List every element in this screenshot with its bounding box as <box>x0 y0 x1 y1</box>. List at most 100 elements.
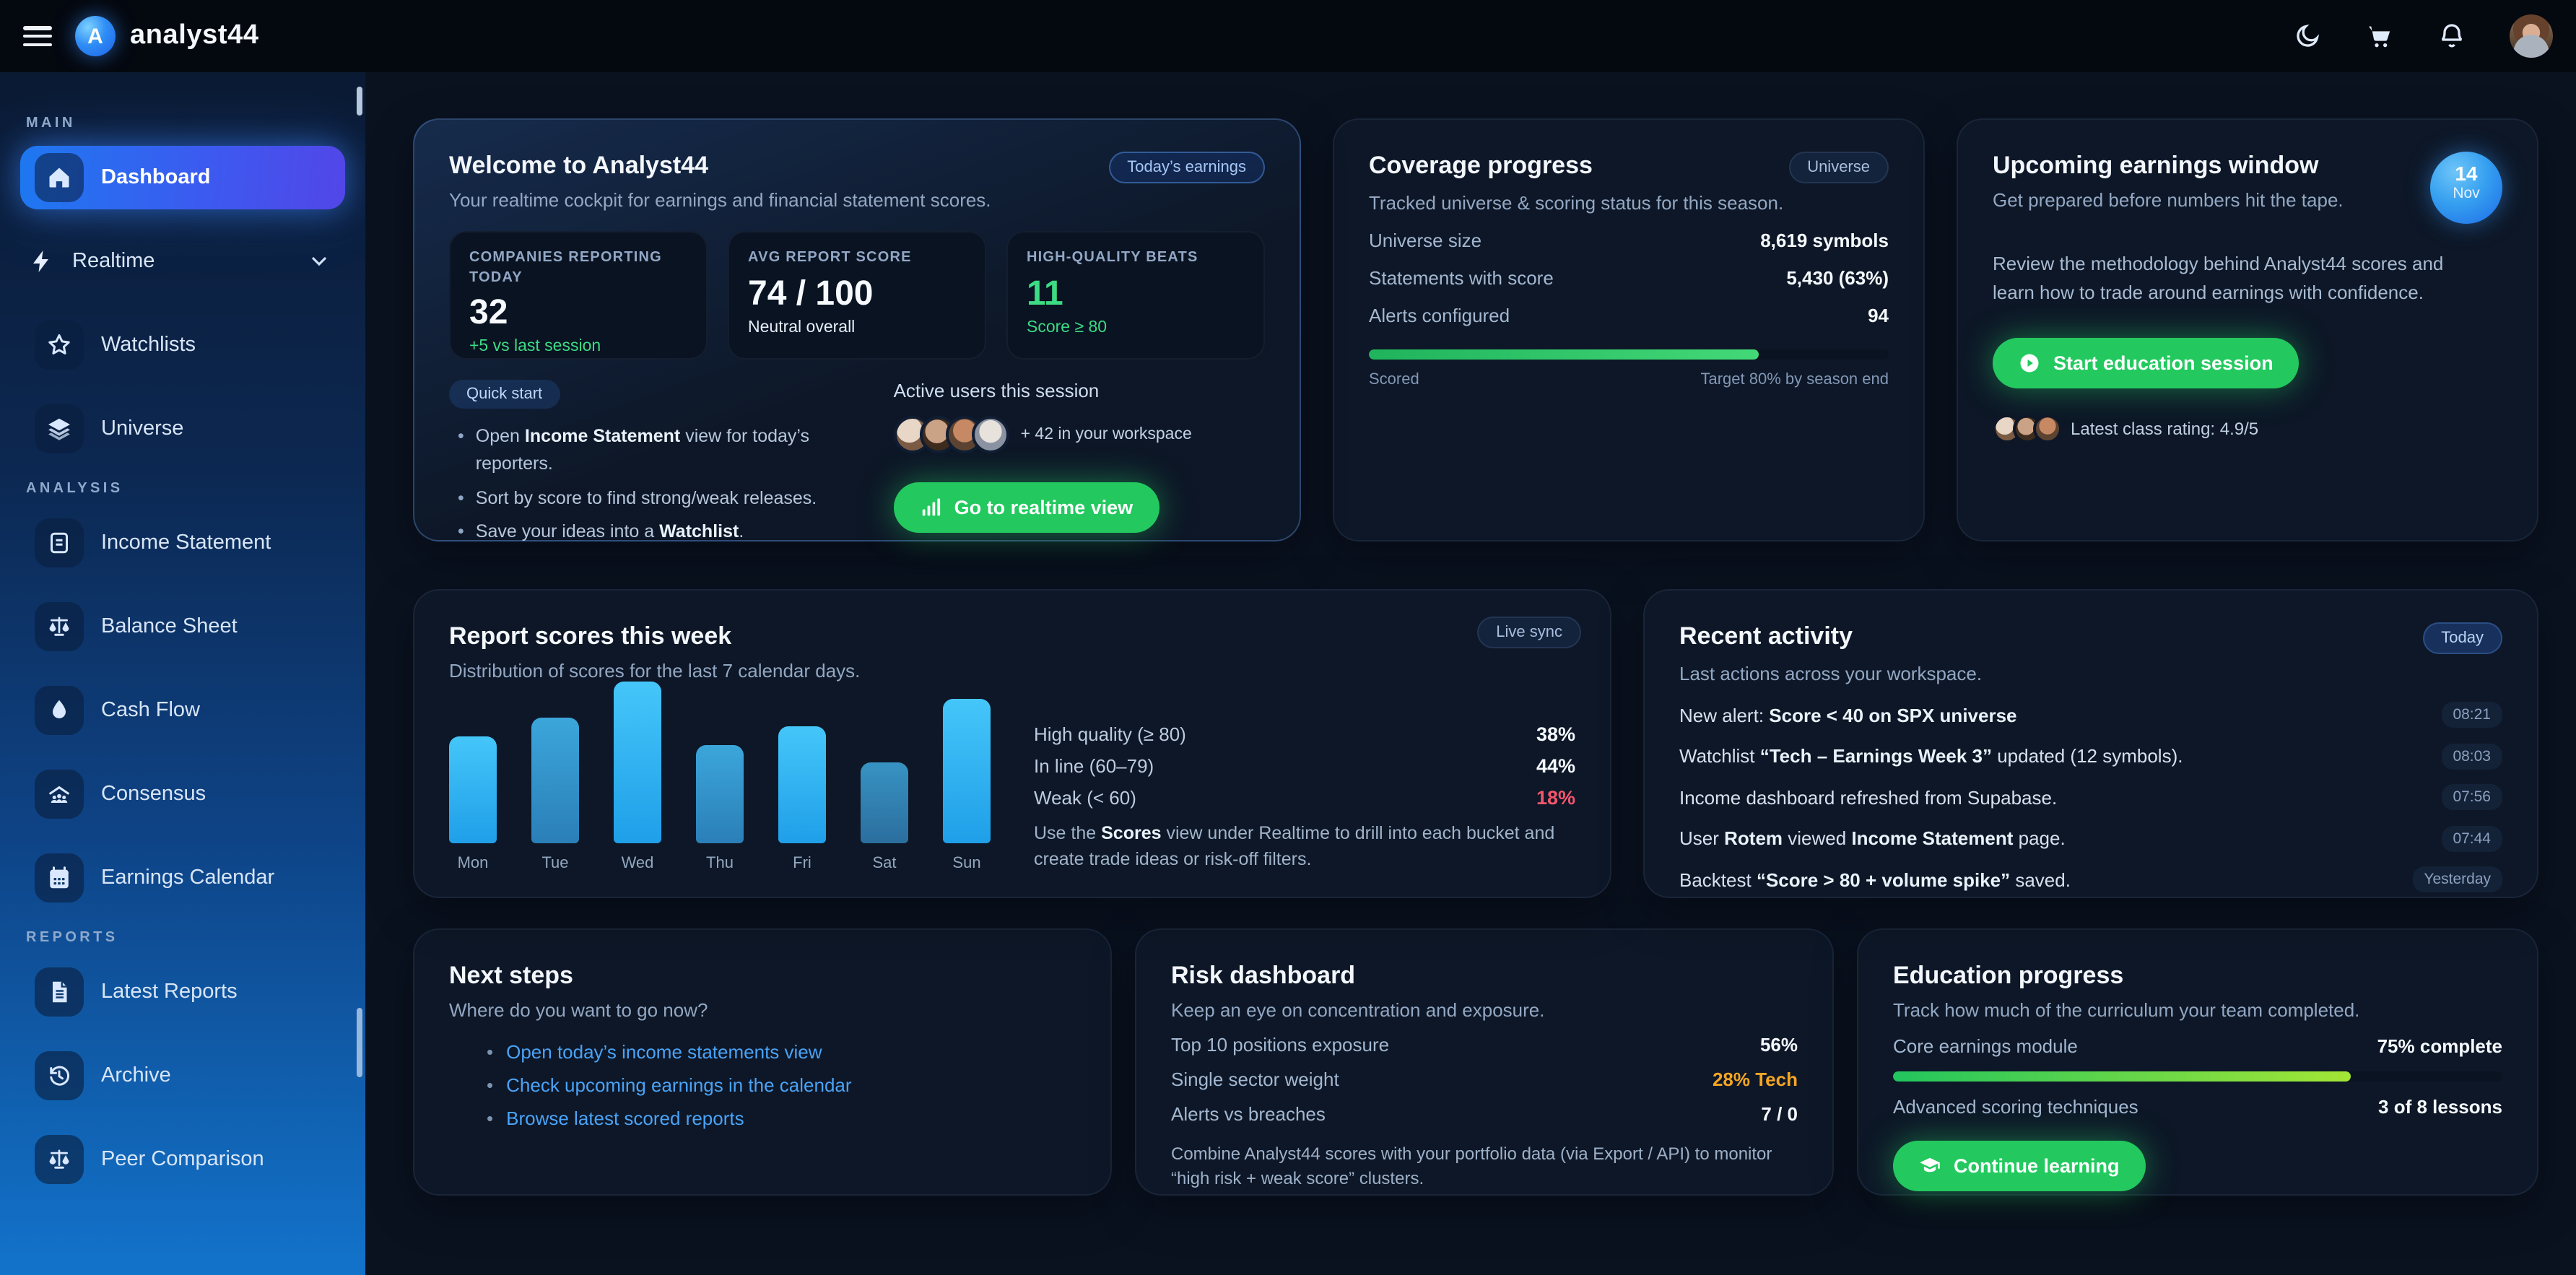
user-avatar[interactable] <box>2510 14 2553 58</box>
stat-sub: +5 vs last session <box>469 338 601 355</box>
sidebar-item-archive[interactable]: Archive <box>20 1044 345 1108</box>
active-users-title: Active users this session <box>893 380 1100 401</box>
education-title: Education progress <box>1893 962 2124 989</box>
activity-row: New alert: Score < 40 on SPX universe 08:… <box>1679 702 2502 728</box>
next-steps-subtitle: Where do you want to go now? <box>449 999 708 1021</box>
continue-learning-button[interactable]: Continue learning <box>1893 1141 2146 1191</box>
sidebar-item-consensus[interactable]: Consensus <box>20 762 345 826</box>
graduation-cap-icon <box>1920 1157 1940 1172</box>
next-step-link[interactable]: Browse latest scored reports <box>506 1108 744 1129</box>
sidebar-section-label: MAIN <box>26 116 76 131</box>
start-education-label: Start education session <box>2053 352 2273 374</box>
sidebar-item-income-statement[interactable]: Income Statement <box>20 511 345 575</box>
next-step-link[interactable]: Check upcoming earnings in the calendar <box>506 1074 852 1096</box>
sidebar-item-latest-reports[interactable]: Latest Reports <box>20 960 345 1024</box>
document-icon <box>35 518 84 567</box>
earnings-date-month: Nov <box>2453 185 2480 203</box>
go-to-realtime-button[interactable]: Go to realtime view <box>893 482 1159 533</box>
quick-start-badge: Quick start <box>449 380 560 409</box>
bolt-icon <box>29 248 55 274</box>
todays-earnings-badge[interactable]: Today’s earnings <box>1108 152 1265 183</box>
avatar <box>971 416 1009 453</box>
sidebar-scrollbar-thumb[interactable] <box>357 1008 362 1077</box>
start-education-button[interactable]: Start education session <box>1993 338 2299 388</box>
upcoming-title: Upcoming earnings window <box>1993 152 2319 179</box>
coverage-row-label: Universe size <box>1369 230 1482 251</box>
education-progress-fill <box>1893 1071 2350 1082</box>
core-module-label: Core earnings module <box>1893 1035 2078 1057</box>
coverage-row-value: 5,430 (63%) <box>1786 267 1889 289</box>
today-badge[interactable]: Today <box>2422 622 2502 654</box>
activity-row: Income dashboard refreshed from Supabase… <box>1679 784 2502 810</box>
sidebar-item-dashboard[interactable]: Dashboard <box>20 146 345 209</box>
activity-row: Backtest “Score > 80 + volume spike” sav… <box>1679 866 2502 892</box>
top-navbar: A analyst44 <box>0 0 2576 72</box>
bell-icon[interactable] <box>2437 22 2466 51</box>
coverage-row-value: 8,619 symbols <box>1760 230 1889 251</box>
live-sync-badge: Live sync <box>1477 617 1581 648</box>
upcoming-paragraph: Review the methodology behind Analyst44 … <box>1993 253 2444 303</box>
bullet-text: Save your ideas into a Watchlist. <box>475 521 744 542</box>
chart-bar-tue <box>531 718 579 843</box>
chart-bar-mon <box>449 736 497 843</box>
activity-text: Backtest “Score > 80 + volume spike” sav… <box>1679 869 2071 890</box>
chart-bar-thu <box>696 745 744 843</box>
coverage-row: Statements with score 5,430 (63%) <box>1369 267 1889 289</box>
sidebar-scrollbar-top[interactable] <box>357 87 362 116</box>
sidebar-item-label: Cash Flow <box>101 699 200 722</box>
sidebar-item-cash-flow[interactable]: Cash Flow <box>20 679 345 742</box>
menu-icon[interactable] <box>23 26 52 46</box>
activity-time: 07:56 <box>2441 784 2502 810</box>
cart-icon[interactable] <box>2365 22 2394 51</box>
sidebar-item-label: Earnings Calendar <box>101 866 275 889</box>
universe-badge[interactable]: Universe <box>1788 152 1889 183</box>
sidebar-item-realtime[interactable]: Realtime <box>20 230 345 293</box>
sidebar-item-label: Realtime <box>72 250 155 273</box>
go-to-realtime-label: Go to realtime view <box>954 497 1133 518</box>
stat-value: 11 <box>1027 274 1063 313</box>
bullet-dot: • <box>487 1041 494 1063</box>
legend-row: High quality (≥ 80) 38% <box>1034 723 1575 745</box>
next-steps-card: Next steps Where do you want to go now? … <box>413 928 1112 1196</box>
home-icon <box>35 153 84 202</box>
scores-note: Use the Scores view under Realtime to dr… <box>1034 822 1555 869</box>
class-rating: Latest class rating: 4.9/5 <box>2071 419 2259 439</box>
quick-start-bullet: • Open Income Statement view for today’s … <box>449 423 876 479</box>
recent-activity-title: Recent activity <box>1679 622 1853 650</box>
app-logo[interactable]: A <box>75 16 116 56</box>
next-step-row: • Browse latest scored reports <box>449 1108 1076 1129</box>
sidebar-item-balance-sheet[interactable]: Balance Sheet <box>20 595 345 658</box>
stat-sub: Score ≥ 80 <box>1027 318 1108 336</box>
sidebar-item-watchlists[interactable]: Watchlists <box>20 313 345 377</box>
layers-icon <box>35 404 84 453</box>
activity-text: Watchlist “Tech – Earnings Week 3” updat… <box>1679 745 2183 767</box>
star-icon <box>35 321 84 370</box>
risk-row-value: 56% <box>1759 1034 1798 1056</box>
coverage-row: Universe size 8,619 symbols <box>1369 230 1889 251</box>
weekly-scores-bar-chart: Mon Tue Wed Thu Fri Sat Sun <box>449 682 991 875</box>
welcome-card: Welcome to Analyst44 Your realtime cockp… <box>413 118 1301 541</box>
bullet-dot: • <box>458 426 464 446</box>
coverage-row-label: Alerts configured <box>1369 305 1510 326</box>
legend-value: 18% <box>1536 786 1575 809</box>
sidebar-item-universe[interactable]: Universe <box>20 397 345 461</box>
activity-row: User Rotem viewed Income Statement page.… <box>1679 825 2502 851</box>
risk-subtitle: Keep an eye on concentration and exposur… <box>1171 999 1545 1021</box>
welcome-title: Welcome to Analyst44 <box>449 152 709 179</box>
chart-bar-wed <box>614 682 661 843</box>
history-icon <box>35 1051 84 1100</box>
stat-label: AVG REPORT SCORE <box>748 250 912 266</box>
class-avatars <box>1993 414 2062 443</box>
sidebar-item-earnings-calendar[interactable]: Earnings Calendar <box>20 846 345 910</box>
sidebar-item-peer-comparison[interactable]: Peer Comparison <box>20 1128 345 1191</box>
chart-x-label: Tue <box>541 855 569 872</box>
chart-bar-fri <box>778 726 826 843</box>
risk-row-label: Alerts vs breaches <box>1171 1103 1326 1125</box>
next-step-link[interactable]: Open today’s income statements view <box>506 1041 822 1063</box>
sidebar-item-label: Dashboard <box>101 166 211 189</box>
core-module-value: 75% complete <box>2377 1035 2502 1057</box>
risk-row-value: 7 / 0 <box>1761 1103 1798 1125</box>
moon-icon[interactable] <box>2293 22 2322 51</box>
coverage-subtitle: Tracked universe & scoring status for th… <box>1369 192 1784 214</box>
education-progress-card: Education progress Track how much of the… <box>1857 928 2538 1196</box>
